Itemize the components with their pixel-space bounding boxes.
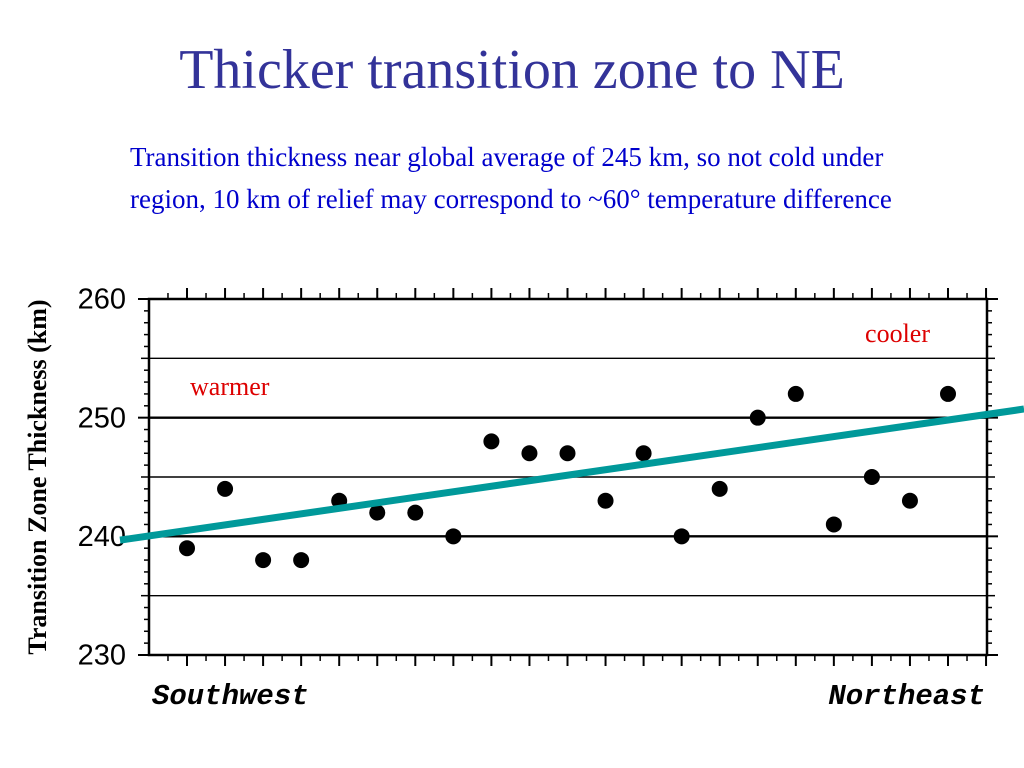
- data-point: [483, 433, 500, 450]
- data-point: [407, 504, 424, 521]
- y-axis-title: Transition Zone Thickness (km): [23, 299, 52, 654]
- data-point: [711, 480, 728, 497]
- data-point: [293, 552, 310, 569]
- data-point: [825, 516, 842, 533]
- data-point: [217, 480, 234, 497]
- x-right-label: Northeast: [828, 680, 985, 713]
- data-point: [787, 385, 804, 402]
- data-point: [597, 492, 614, 509]
- data-point: [863, 469, 880, 485]
- y-tick-label: 250: [78, 402, 126, 434]
- data-point: [635, 445, 652, 462]
- data-point: [673, 528, 690, 545]
- y-tick-labels: 230 240 250 260: [78, 284, 126, 672]
- slide-subtitle: Transition thickness near global average…: [130, 142, 892, 214]
- data-point: [255, 552, 272, 569]
- y-tick-label: 260: [78, 284, 126, 316]
- data-point: [369, 504, 386, 521]
- data-points: [179, 385, 956, 569]
- y-tick-label: 240: [78, 521, 126, 553]
- annotation-warmer: warmer: [190, 372, 270, 401]
- data-point: [559, 445, 576, 462]
- trend-line: [119, 405, 1024, 544]
- grid-lines: [149, 357, 987, 597]
- data-point: [445, 528, 462, 545]
- plot-frame: [147, 297, 989, 657]
- x-left-label: Southwest: [152, 680, 309, 713]
- annotation-cooler: cooler: [865, 319, 930, 348]
- data-point: [521, 445, 538, 462]
- data-point: [901, 492, 918, 509]
- y-tick-label: 230: [78, 640, 126, 672]
- data-point: [179, 540, 195, 557]
- data-point: [749, 409, 766, 426]
- data-point: [940, 385, 956, 402]
- slide-title: Thicker transition zone to NE: [179, 39, 845, 101]
